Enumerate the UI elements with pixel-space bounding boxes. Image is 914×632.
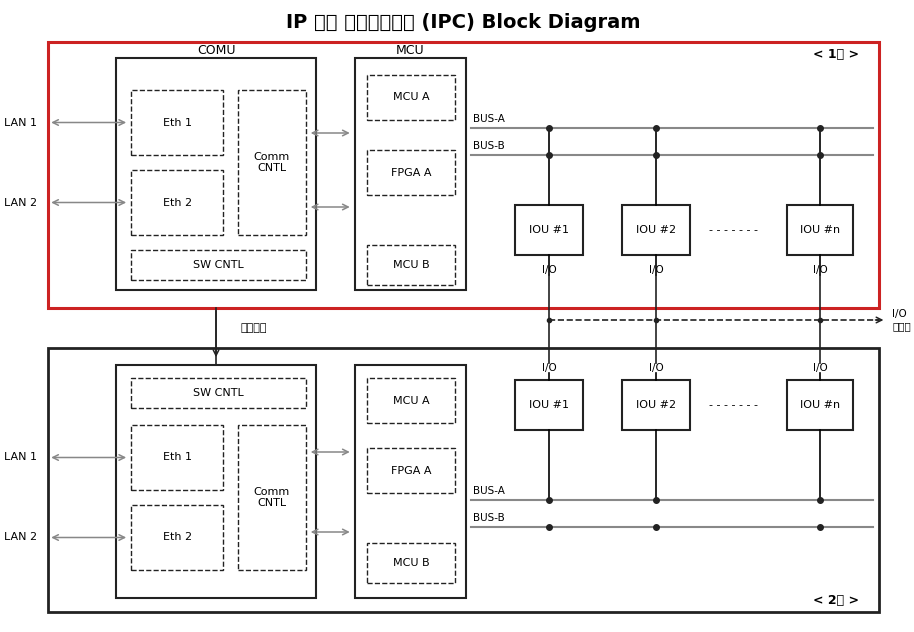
Text: < 1계 >: < 1계 > xyxy=(813,49,859,61)
Text: BUS-B: BUS-B xyxy=(473,513,505,523)
Text: MCU A: MCU A xyxy=(393,396,430,406)
Text: IOU #n: IOU #n xyxy=(800,225,840,235)
Text: < 2계 >: < 2계 > xyxy=(813,593,859,607)
Text: BUS-A: BUS-A xyxy=(473,114,505,124)
Text: I/O: I/O xyxy=(649,265,664,275)
Text: Eth 1: Eth 1 xyxy=(163,118,192,128)
Text: I/O: I/O xyxy=(542,363,557,373)
Bar xyxy=(131,378,306,408)
Text: 절체제어: 절체제어 xyxy=(240,323,267,333)
Text: SW CNTL: SW CNTL xyxy=(193,388,244,398)
Bar xyxy=(622,205,690,255)
Text: I/O: I/O xyxy=(813,265,827,275)
Text: Eth 2: Eth 2 xyxy=(163,197,192,207)
Text: IOU #2: IOU #2 xyxy=(636,225,676,235)
Text: SW CNTL: SW CNTL xyxy=(193,260,244,270)
Text: MCU B: MCU B xyxy=(393,260,430,270)
Text: IOU #1: IOU #1 xyxy=(529,225,569,235)
Bar xyxy=(367,448,454,493)
Bar xyxy=(131,425,223,490)
Text: I/O
단자반: I/O 단자반 xyxy=(892,309,911,331)
Text: IOU #1: IOU #1 xyxy=(529,400,569,410)
Text: FPGA A: FPGA A xyxy=(390,167,431,178)
Text: LAN 2: LAN 2 xyxy=(4,533,37,542)
Bar xyxy=(116,58,315,290)
Bar xyxy=(131,250,306,280)
Text: I/O: I/O xyxy=(813,363,827,373)
Bar xyxy=(131,90,223,155)
Bar xyxy=(48,348,879,612)
Bar xyxy=(367,75,454,120)
Text: MCU: MCU xyxy=(396,44,425,56)
Bar xyxy=(238,90,306,235)
Text: BUS-A: BUS-A xyxy=(473,486,505,496)
Text: Comm
CNTL: Comm CNTL xyxy=(254,487,290,508)
Bar xyxy=(367,378,454,423)
Text: IOU #n: IOU #n xyxy=(800,400,840,410)
Bar xyxy=(131,505,223,570)
Bar xyxy=(622,380,690,430)
Bar xyxy=(48,42,879,308)
Text: MCU A: MCU A xyxy=(393,92,430,102)
Bar xyxy=(367,543,454,583)
Text: FPGA A: FPGA A xyxy=(390,466,431,475)
Bar xyxy=(367,245,454,285)
Bar xyxy=(238,425,306,570)
Text: Eth 1: Eth 1 xyxy=(163,453,192,463)
Bar xyxy=(355,365,466,598)
Text: - - - - - - -: - - - - - - - xyxy=(709,400,758,410)
Text: LAN 1: LAN 1 xyxy=(4,118,37,128)
Bar xyxy=(515,380,583,430)
Bar xyxy=(515,205,583,255)
Text: Comm
CNTL: Comm CNTL xyxy=(254,152,290,173)
Text: MCU B: MCU B xyxy=(393,558,430,568)
Bar xyxy=(787,205,853,255)
Bar xyxy=(367,150,454,195)
Bar xyxy=(131,170,223,235)
Text: COMU: COMU xyxy=(197,44,235,56)
Text: BUS-B: BUS-B xyxy=(473,141,505,151)
Bar xyxy=(355,58,466,290)
Text: LAN 2: LAN 2 xyxy=(4,197,37,207)
Text: Eth 2: Eth 2 xyxy=(163,533,192,542)
Bar xyxy=(116,365,315,598)
Text: IOU #2: IOU #2 xyxy=(636,400,676,410)
Text: - - - - - - -: - - - - - - - xyxy=(709,225,758,235)
Bar xyxy=(787,380,853,430)
Text: I/O: I/O xyxy=(649,363,664,373)
Text: LAN 1: LAN 1 xyxy=(4,453,37,463)
Text: I/O: I/O xyxy=(542,265,557,275)
Text: IP 기반 전자연동장치 (IPC) Block Diagram: IP 기반 전자연동장치 (IPC) Block Diagram xyxy=(286,13,641,32)
